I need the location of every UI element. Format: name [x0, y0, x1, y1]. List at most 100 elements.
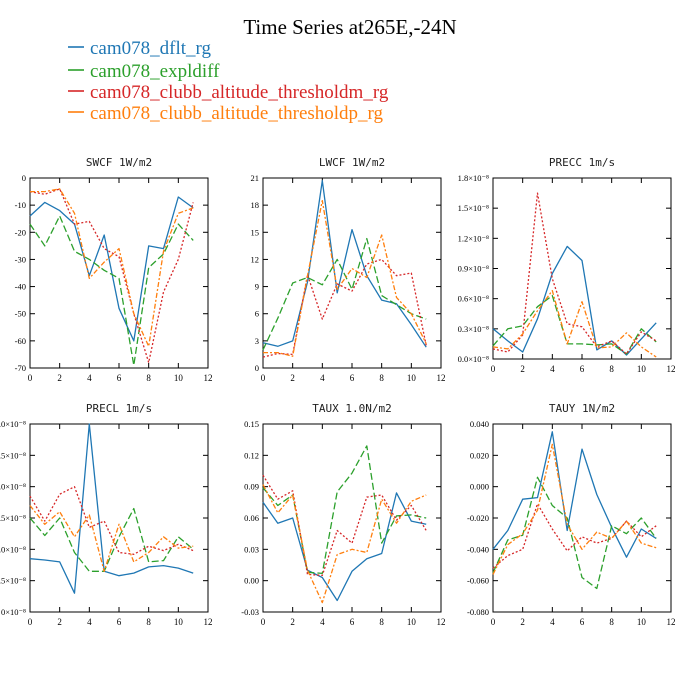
x-tick-label: 0 [491, 617, 496, 627]
x-tick-label: 6 [350, 373, 355, 383]
legend-entry: cam078_expldiff [68, 61, 220, 82]
x-tick-label: 12 [437, 617, 446, 627]
y-tick-label: 1.8×10⁻⁸ [458, 173, 489, 183]
y-tick-label: -0.080 [467, 607, 489, 617]
y-tick-label: -70 [15, 363, 26, 373]
plot-frame [262, 177, 442, 369]
y-tick-label: 18 [251, 200, 260, 210]
series-line [492, 443, 657, 575]
chart-title: TAUY 1N/m2 [549, 402, 615, 415]
x-tick-label: 10 [637, 364, 647, 374]
x-tick-label: 0 [28, 373, 33, 383]
series-line [492, 192, 657, 355]
plot-frame [262, 423, 442, 613]
x-tick-label: 4 [87, 373, 92, 383]
legend-entry: cam078_dflt_rg [68, 38, 212, 59]
series-line [262, 445, 427, 575]
chart-panel: PRECL 1m/s 0 2 4 6 8 10 12 0×10⁻⁸ 0.5×10⁻⁸ 1.0×10⁻… [0, 402, 213, 627]
x-tick-label: 0 [261, 373, 266, 383]
series-line [29, 423, 194, 594]
y-tick-label: 12 [251, 254, 260, 264]
y-tick-label: 1.5×10⁻⁸ [0, 513, 26, 523]
series-line [492, 289, 657, 358]
y-tick-label: 6 [255, 309, 259, 319]
y-tick-label: 1.0×10⁻⁸ [0, 544, 26, 554]
x-tick-label: 6 [580, 364, 585, 374]
y-tick-label: -60 [15, 336, 26, 346]
chart-panel: TAUY 1N/m2 0 2 4 6 8 10 12 -0.080 -0.060 -0.040 -0.… [467, 402, 675, 627]
x-tick-label: 8 [609, 617, 614, 627]
y-tick-label: 2.5×10⁻⁸ [0, 450, 26, 460]
series-line [492, 245, 657, 356]
x-tick-label: 12 [667, 364, 676, 374]
x-tick-label: 12 [437, 373, 446, 383]
series-line [29, 215, 194, 366]
chart-panel: LWCF 1W/m2 0 2 4 6 8 10 12 0 3 6 9 12 15 18 21 [251, 156, 446, 383]
x-tick-label: 12 [204, 617, 213, 627]
y-tick-label: 3 [255, 336, 259, 346]
series-line [492, 476, 657, 590]
chart-panel: TAUX 1.0N/m2 0 2 4 6 8 10 12 -0.03 0.00 0.03 0.06 0.… [241, 402, 445, 627]
plot-frame [29, 177, 209, 369]
series-line [29, 188, 194, 364]
y-tick-label: -0.060 [467, 576, 489, 586]
y-tick-label: -40 [15, 282, 26, 292]
y-tick-label: 15 [251, 227, 260, 237]
y-tick-label: 1.5×10⁻⁸ [458, 203, 489, 213]
series-line [29, 505, 194, 572]
y-tick-label: 2.0×10⁻⁸ [0, 482, 26, 492]
y-tick-label: -50 [15, 309, 26, 319]
y-tick-label: 1.2×10⁻⁸ [458, 233, 489, 243]
y-tick-label: -30 [15, 254, 26, 264]
y-tick-label: 0.00 [244, 576, 259, 586]
y-tick-label: 0.0×10⁻⁸ [458, 354, 489, 364]
y-tick-label: 0 [255, 363, 259, 373]
x-tick-label: 0 [28, 617, 33, 627]
chart-title: SWCF 1W/m2 [86, 156, 152, 169]
x-tick-label: 0 [491, 364, 496, 374]
x-tick-label: 10 [637, 617, 647, 627]
y-tick-label: 0.000 [470, 482, 489, 492]
chart-title: TAUX 1.0N/m2 [312, 402, 391, 415]
x-tick-label: 4 [550, 617, 555, 627]
x-tick-label: 2 [57, 373, 62, 383]
x-tick-label: 8 [146, 373, 151, 383]
x-tick-label: 4 [320, 617, 325, 627]
legend-label: cam078_clubb_altitude_thresholdm_rg [90, 82, 389, 103]
x-tick-label: 0 [261, 617, 266, 627]
series-line [492, 294, 657, 355]
figure-title: Time Series at265E,-24N [243, 15, 456, 39]
legend-label: cam078_expldiff [90, 61, 220, 82]
series-line [262, 484, 427, 604]
x-tick-label: 8 [379, 617, 384, 627]
series-line [263, 199, 427, 357]
x-tick-label: 2 [520, 364, 525, 374]
chart-title: PRECC 1m/s [549, 156, 615, 169]
x-tick-label: 6 [117, 617, 122, 627]
legend-label: cam078_dflt_rg [90, 38, 212, 59]
y-tick-label: -10 [15, 200, 26, 210]
chart-title: PRECL 1m/s [86, 402, 152, 415]
y-tick-label: 0.3×10⁻⁸ [458, 324, 489, 334]
y-tick-label: 0.12 [244, 450, 259, 460]
y-tick-label: 0×10⁻⁸ [1, 607, 26, 617]
y-tick-label: 0.040 [470, 419, 489, 429]
series-line [262, 474, 427, 577]
series-line [30, 188, 194, 347]
y-tick-label: 0.9×10⁻⁸ [458, 264, 489, 274]
x-tick-label: 10 [407, 373, 417, 383]
series-line [29, 486, 194, 555]
chart-panel: SWCF 1W/m2 0 2 4 6 8 10 12 -70 -60 -50 -40 -30 -20 -10… [15, 156, 213, 383]
panel-grid: SWCF 1W/m2 0 2 4 6 8 10 12 -70 -60 -50 -40 -30 -20 -10… [0, 156, 676, 627]
x-tick-label: 10 [174, 617, 184, 627]
y-tick-label: 0.06 [244, 513, 259, 523]
x-tick-label: 2 [290, 617, 295, 627]
chart-title: LWCF 1W/m2 [319, 156, 385, 169]
x-tick-label: 12 [204, 373, 213, 383]
y-tick-label: 0.09 [244, 482, 259, 492]
legend: cam078_dflt_rg cam078_expldiff cam078_cl… [68, 38, 389, 124]
x-tick-label: 4 [320, 373, 325, 383]
x-tick-label: 4 [550, 364, 555, 374]
y-tick-label: -0.020 [467, 513, 489, 523]
